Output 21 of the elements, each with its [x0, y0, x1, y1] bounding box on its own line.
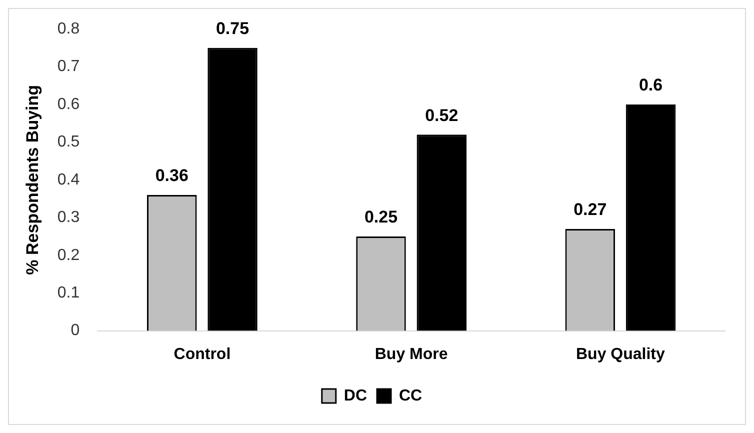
- y-tick-label: 0.8: [57, 20, 80, 38]
- y-tick-label: 0.4: [57, 171, 80, 188]
- y-tick-label: 0.2: [57, 246, 80, 264]
- data-label: 0.36: [155, 166, 188, 186]
- data-label: 0.27: [574, 200, 607, 220]
- y-axis-title: % Respondents Buying: [22, 84, 42, 275]
- y-tick-label: 0: [70, 322, 80, 340]
- data-label: 0.25: [364, 208, 398, 227]
- y-tick-label: 0.6: [57, 96, 80, 113]
- data-label: 0.75: [216, 19, 250, 38]
- x-tick-label: Buy More: [374, 346, 448, 363]
- y-tick-label: 0.1: [57, 284, 80, 302]
- x-tick-label: Control: [174, 346, 231, 363]
- x-tick-label: Buy Quality: [576, 346, 665, 363]
- y-tick-label: 0.5: [57, 134, 80, 151]
- data-label: 0.6: [638, 76, 663, 95]
- y-tick-label: 0.3: [57, 209, 80, 226]
- y-tick-label: 0.7: [57, 58, 80, 76]
- legend-label: DC: [344, 387, 368, 404]
- data-label: 0.52: [425, 106, 458, 125]
- legend-label: CC: [399, 387, 423, 404]
